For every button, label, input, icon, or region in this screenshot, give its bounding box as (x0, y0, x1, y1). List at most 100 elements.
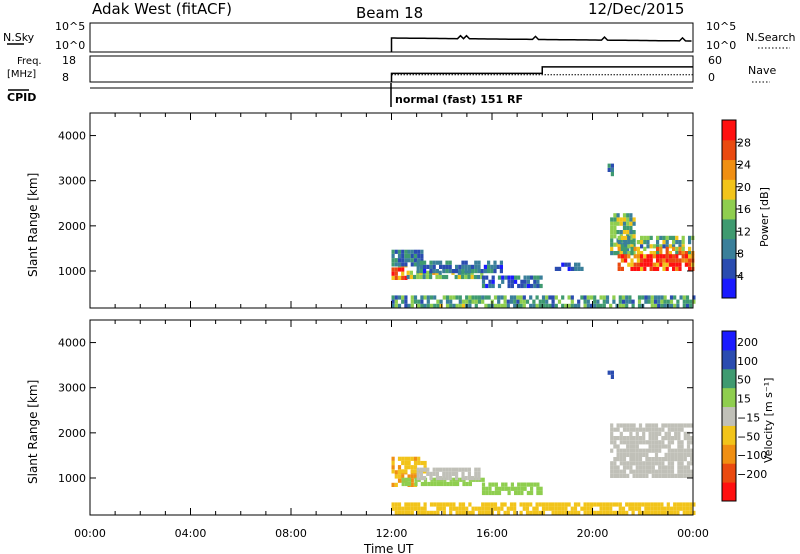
heatmap-cell (526, 279, 530, 284)
heatmap-cell (593, 295, 597, 300)
heatmap-cell (626, 217, 630, 222)
heatmap-cell (551, 303, 555, 308)
heatmap-cell (619, 431, 623, 436)
heatmap-cell (510, 275, 514, 280)
heatmap-cell (488, 482, 492, 487)
heatmap-cell (455, 476, 459, 481)
heatmap-cell (654, 457, 659, 462)
heatmap-cell (485, 283, 489, 289)
heatmap-cell (654, 436, 659, 441)
heatmap-cell (642, 436, 646, 441)
freq-label-line1: Freq. (17, 56, 42, 67)
heatmap-cell (510, 482, 514, 487)
heatmap-cell (638, 469, 643, 474)
heatmap-cell (413, 253, 418, 259)
heatmap-cell (442, 471, 446, 476)
heatmap-cell (567, 510, 571, 515)
heatmap-cell (429, 274, 433, 280)
heatmap-cell (509, 506, 514, 511)
heatmap-cell (620, 235, 624, 240)
heatmap-cell (602, 502, 606, 507)
heatmap-cell (504, 482, 508, 487)
heatmap-cell (627, 235, 631, 240)
heatmap-cell (574, 262, 578, 267)
heatmap-cell (484, 303, 488, 308)
heatmap-cell (514, 275, 518, 280)
heatmap-cell (660, 303, 664, 308)
heatmap-cell (622, 427, 627, 432)
heatmap-cell (648, 436, 652, 441)
heatmap-cell (455, 295, 459, 300)
heatmap-cell (407, 474, 411, 479)
heatmap-cell (625, 299, 629, 304)
heatmap-cell (506, 303, 510, 308)
heatmap-cell (435, 467, 439, 472)
heatmap-cell (662, 235, 666, 240)
time-axis-labels: 00:00 04:00 08:00 12:00 16:00 20:00 00:00 (74, 527, 709, 540)
heatmap-cell (397, 275, 402, 280)
heatmap-cell (532, 506, 536, 511)
nsearch-tick-low: 10^0 (706, 39, 736, 52)
heatmap-cell (432, 260, 436, 265)
heatmap-cell (688, 258, 692, 263)
nsky-label: N.Sky (3, 31, 35, 44)
heatmap-cell (692, 299, 696, 304)
heatmap-cell (652, 244, 656, 249)
heatmap-cell (662, 240, 666, 245)
heatmap-cell (664, 436, 668, 441)
heatmap-cell (610, 230, 614, 235)
heatmap-cell (554, 303, 558, 308)
heatmap-cell (635, 427, 639, 432)
heatmap-cell (455, 467, 459, 472)
heatmap-cell (641, 502, 645, 507)
heatmap-cell (539, 275, 543, 280)
heatmap-cell (481, 482, 486, 487)
heatmap-cell (619, 217, 623, 222)
heatmap-cell (622, 251, 627, 256)
heatmap-cell (616, 221, 620, 226)
heatmap-cell (391, 460, 395, 466)
heatmap-cell (487, 506, 491, 511)
heatmap-cell (658, 473, 662, 478)
heatmap-cell (665, 258, 669, 263)
heatmap-cell (620, 258, 624, 263)
heatmap-cell (668, 235, 672, 240)
heatmap-cell (680, 473, 684, 478)
heatmap-cell (541, 506, 546, 511)
heatmap-cell (681, 254, 685, 259)
heatmap-cell (593, 502, 597, 507)
heatmap-cell (406, 274, 410, 280)
heatmap-cell (426, 299, 430, 304)
heatmap-cell (394, 271, 398, 276)
heatmap-cell (682, 502, 686, 507)
heatmap-cell (452, 303, 456, 308)
heatmap-cell (474, 303, 478, 308)
nsearch-tick-high: 10^5 (706, 20, 736, 33)
heatmap-cell (692, 295, 696, 300)
heatmap-cell (680, 469, 684, 474)
heatmap-cell (625, 502, 629, 507)
heatmap-cell (684, 258, 688, 263)
heatmap-cell (481, 275, 486, 280)
heatmap-cell (651, 427, 655, 432)
heatmap-cell (599, 506, 603, 511)
heatmap-cell (445, 467, 449, 472)
heatmap-cell (628, 295, 632, 300)
heatmap-cell (394, 470, 398, 475)
heatmap-cell (404, 295, 408, 300)
heatmap-cell (493, 502, 498, 507)
heatmap-cell (467, 476, 471, 481)
colorbar-tick-label: 15 (737, 393, 751, 406)
heatmap-cell (632, 242, 636, 247)
heatmap-cell (656, 251, 660, 256)
heatmap-cell (416, 260, 420, 265)
heatmap-cell (630, 246, 634, 251)
colorbar-swatch (722, 387, 736, 408)
heatmap-cell (407, 303, 411, 308)
heatmap-cell (471, 510, 475, 515)
heatmap-cell (679, 506, 683, 511)
heatmap-cell (636, 240, 640, 245)
heatmap-cell (610, 217, 614, 222)
heatmap-cell (536, 279, 540, 284)
heatmap-cell (586, 299, 590, 304)
